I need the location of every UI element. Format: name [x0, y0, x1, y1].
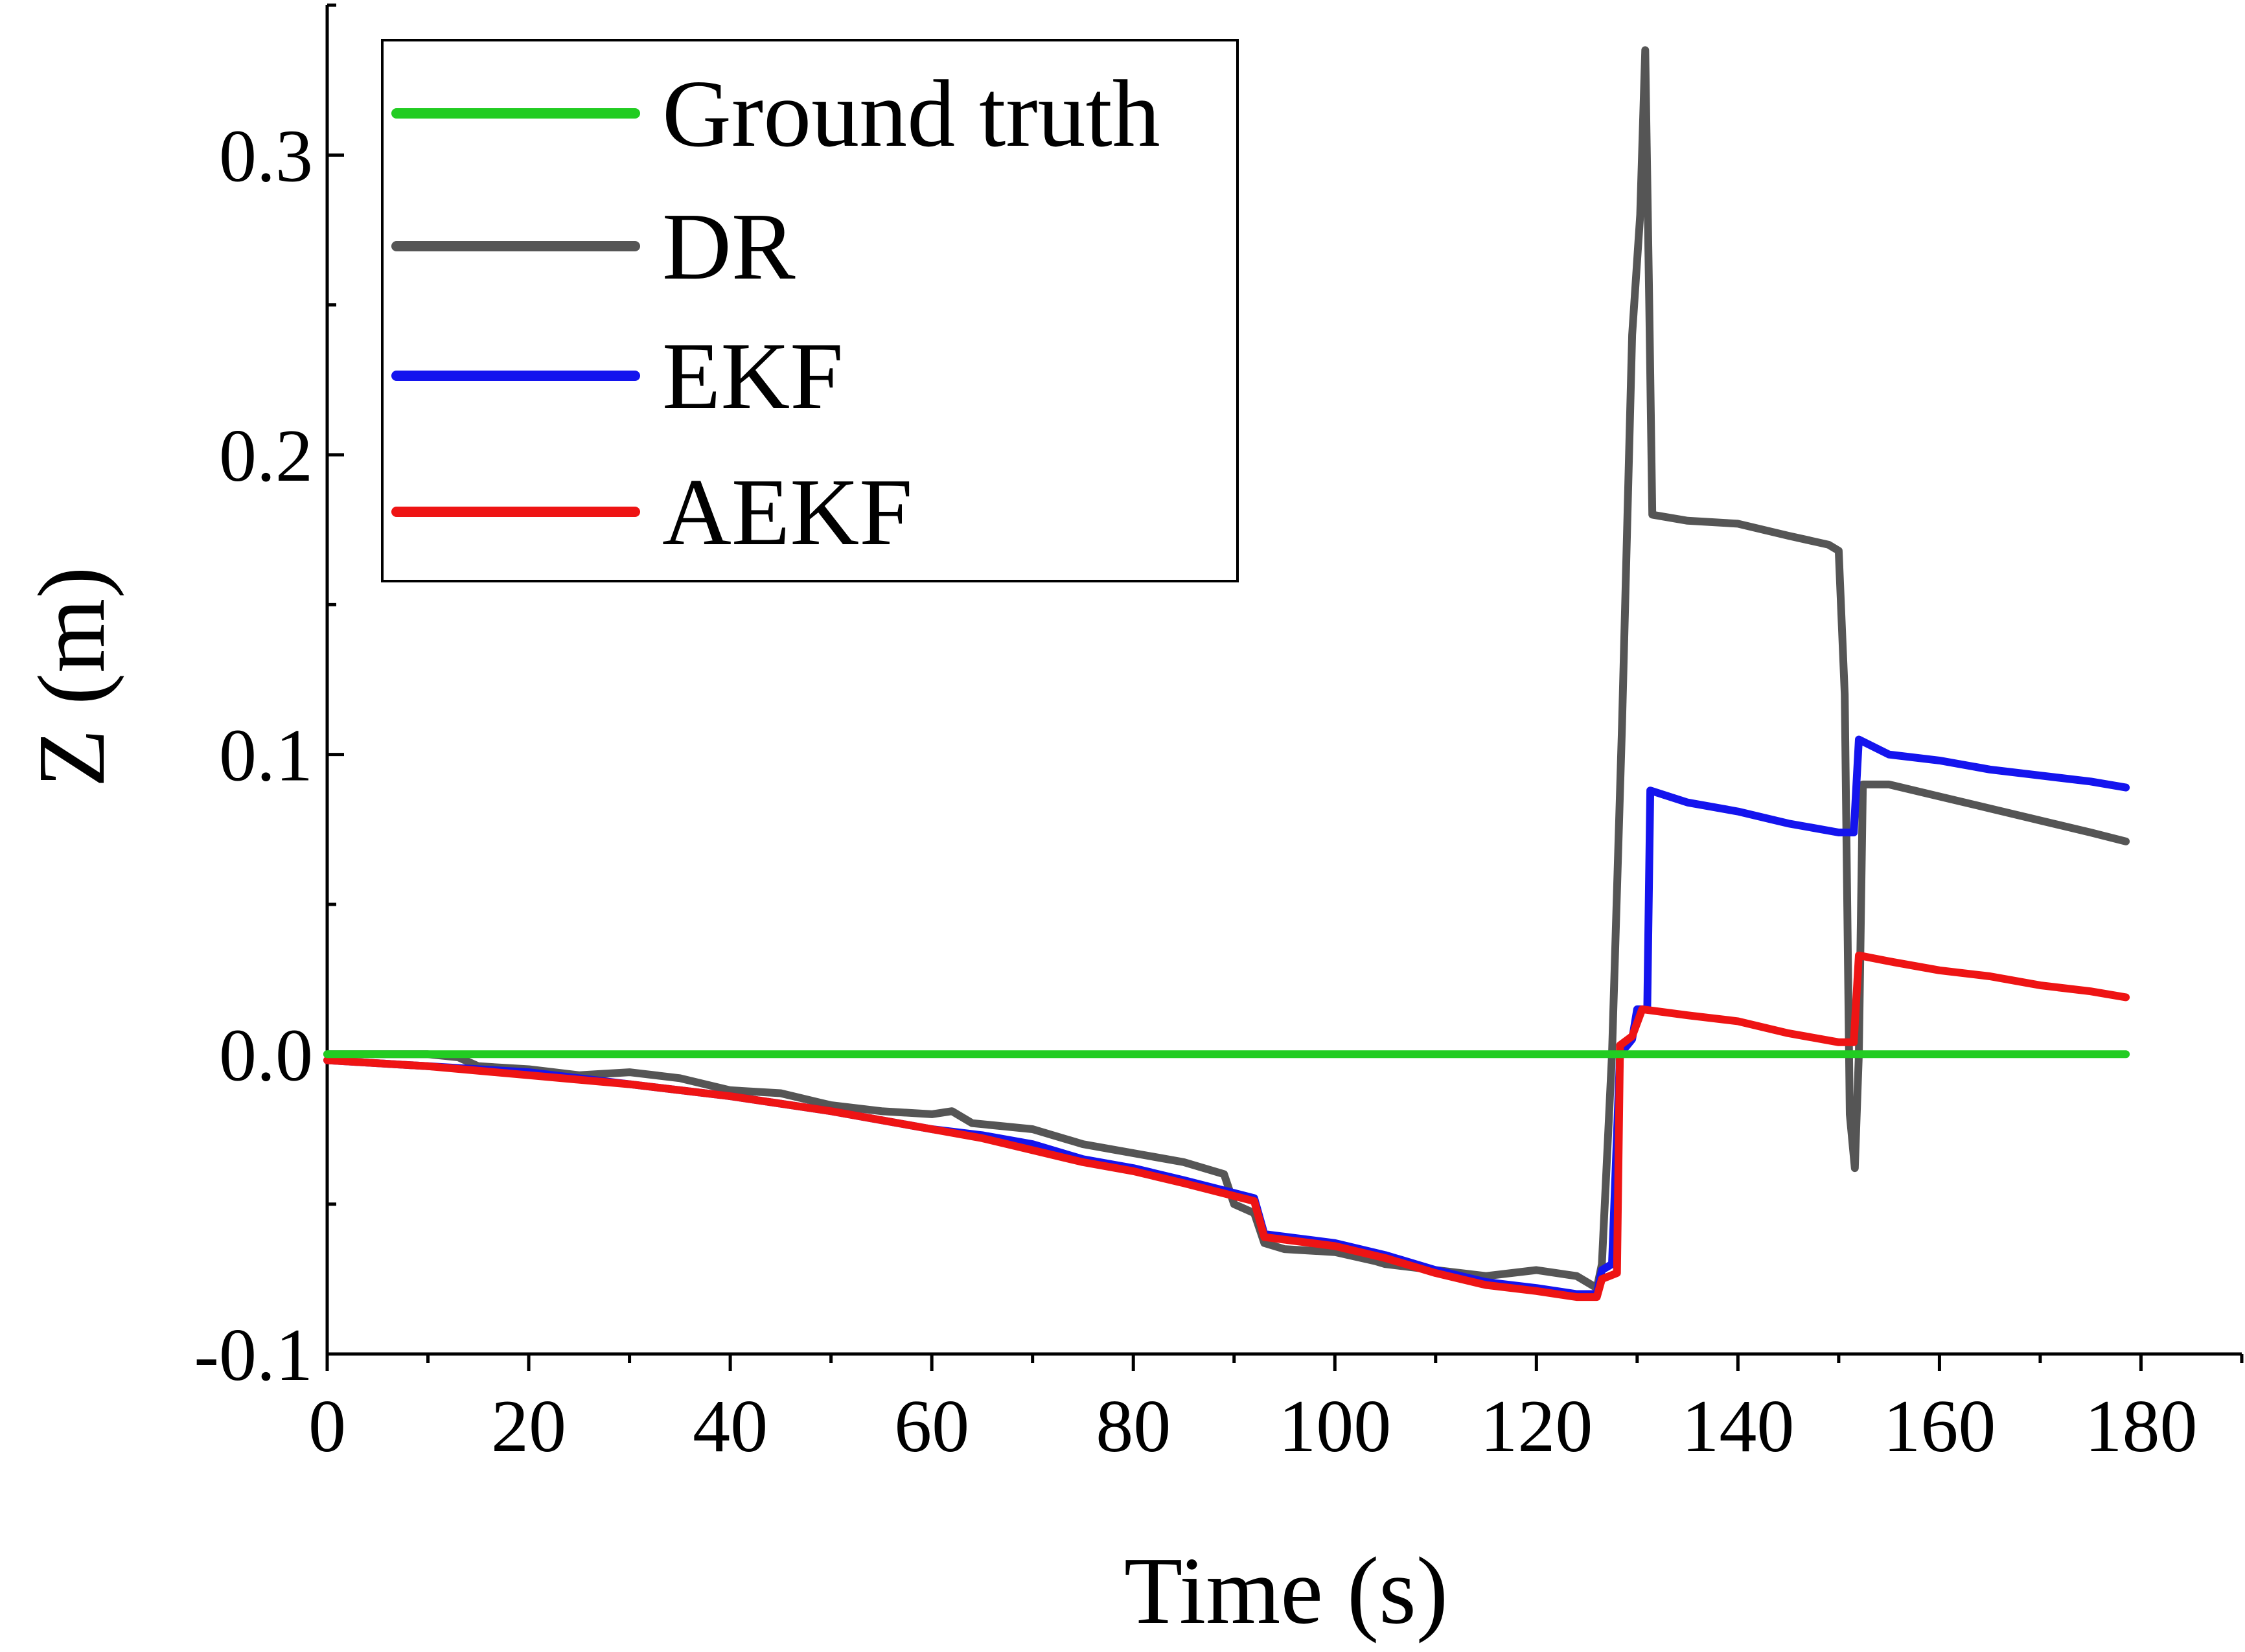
y-tick-label: 0.2: [219, 415, 313, 498]
x-tick-label: 140: [1681, 1385, 1794, 1468]
x-tick-label: 120: [1480, 1385, 1593, 1468]
x-tick-label: 40: [693, 1385, 768, 1468]
x-tick-label: 60: [894, 1385, 969, 1468]
legend: Ground truth DR EKF AEKF: [381, 39, 1239, 582]
y-tick-label: 0.1: [219, 715, 313, 797]
x-tick-label: 160: [1883, 1385, 1996, 1468]
x-axis-title: Time (s): [1124, 1538, 1448, 1644]
x-tick-label: 180: [2084, 1385, 2197, 1468]
plot-area: [325, 5, 2242, 1356]
legend-box: [381, 39, 1239, 582]
series-line-aekf: [323, 951, 2130, 1302]
x-tick-group: 0 20 40 60 80 100 120 140 160 180: [308, 1354, 2244, 1468]
legend-label: DR: [662, 194, 796, 300]
x-tick-label: 0: [308, 1385, 346, 1468]
y-axis-title: Z (m): [19, 566, 125, 787]
legend-label: EKF: [662, 323, 844, 430]
x-tick-label: 100: [1278, 1385, 1391, 1468]
x-tick-label: 80: [1096, 1385, 1171, 1468]
legend-label: AEKF: [662, 459, 912, 566]
y-tick-label: -0.1: [194, 1314, 313, 1397]
legend-label: Ground truth: [662, 61, 1160, 167]
x-tick-label: 20: [491, 1385, 566, 1468]
series-group: [323, 46, 2130, 1302]
y-tick-group: -0.1 0.0 0.1 0.2 0.3: [194, 3, 344, 1397]
y-tick-label: 0.0: [219, 1014, 313, 1097]
y-tick-label: 0.3: [219, 115, 313, 198]
